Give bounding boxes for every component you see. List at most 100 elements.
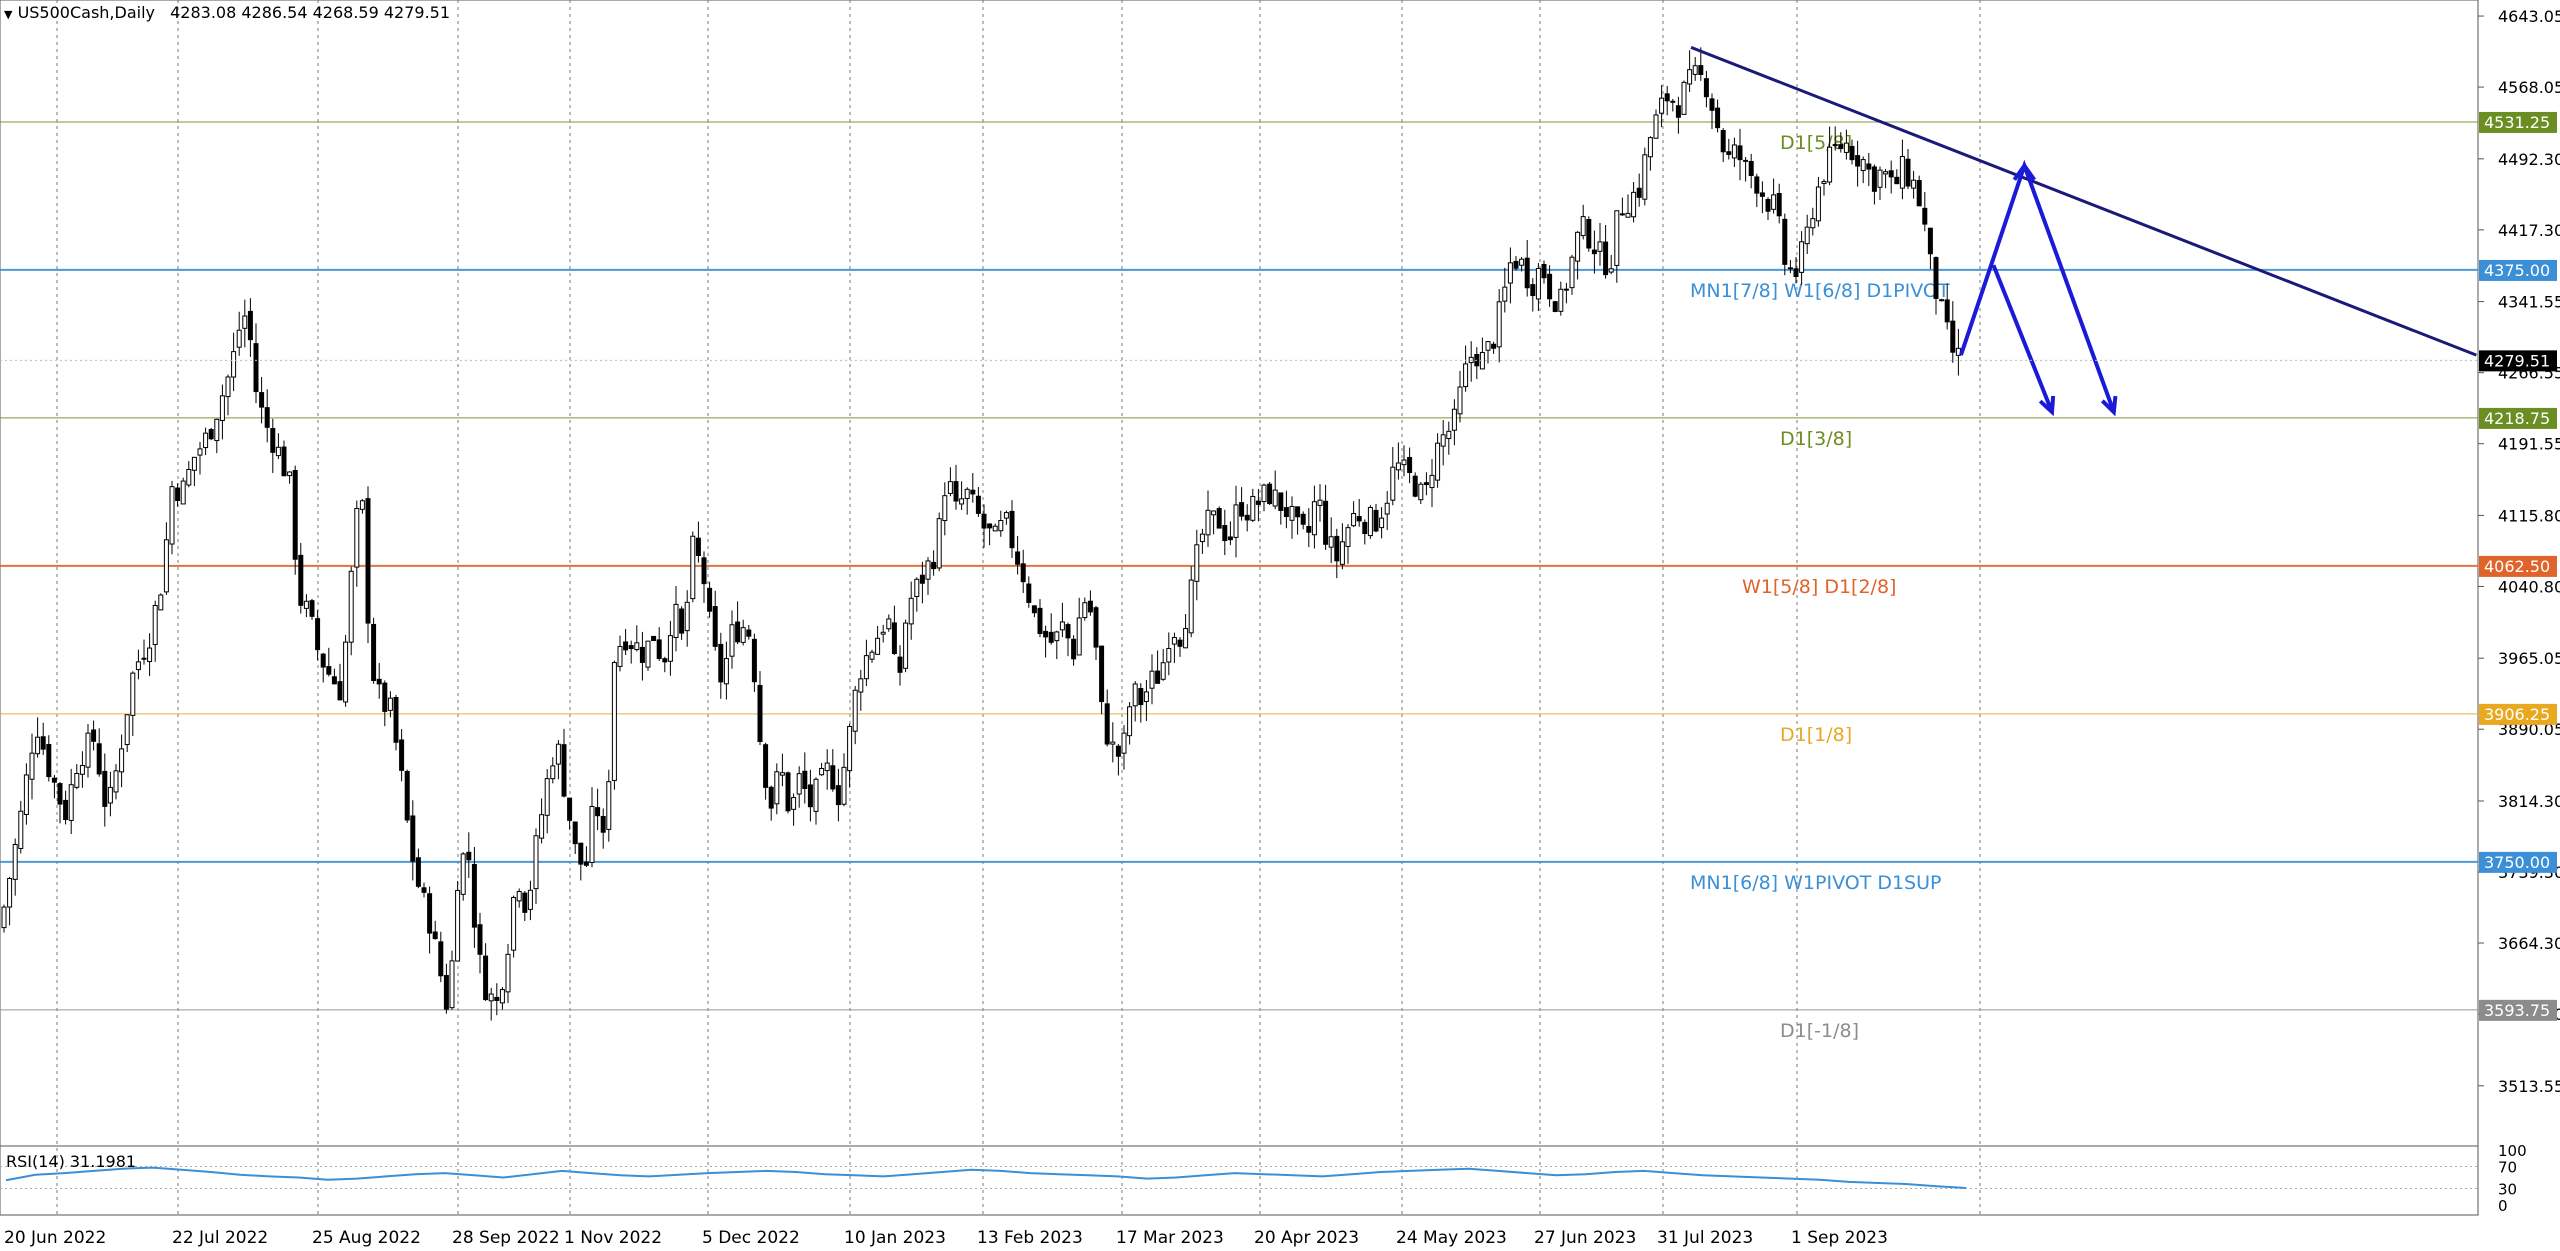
level-price-badge [2479, 111, 2557, 133]
candle-body [74, 772, 80, 788]
candle-body [1121, 732, 1127, 754]
candle-body [410, 815, 416, 862]
candle-body [931, 561, 937, 570]
collapse-triangle-icon[interactable]: ▼ [4, 8, 13, 21]
candle-body [443, 975, 449, 1010]
rsi-label: RSI(14) 31.1981 [6, 1152, 136, 1171]
candle-body [740, 627, 746, 643]
candle-body [539, 814, 545, 839]
candle-body [959, 498, 965, 505]
candle-body [1799, 241, 1805, 273]
candle-body [1412, 475, 1418, 497]
candle-body [600, 815, 606, 833]
candle-body [1026, 583, 1032, 603]
candle-body [449, 960, 455, 1009]
candle-body [914, 578, 920, 597]
forecast-peak-arrowhead [2012, 162, 2036, 181]
candle-body [315, 618, 321, 651]
price-tick-label: 4643.05 [2498, 7, 2560, 26]
candle-body [113, 770, 119, 793]
candle-body [757, 684, 763, 742]
candle-body [852, 689, 858, 732]
date-tick-label: 10 Jan 2023 [844, 1228, 946, 1248]
candle-body [1110, 741, 1116, 745]
candle-body [186, 468, 192, 486]
candle-body [1502, 286, 1508, 302]
level-label: W1[5/8] D1[2/8] [1742, 576, 1896, 598]
candle-body [119, 748, 125, 773]
candle-body [1059, 621, 1065, 631]
candle-body [522, 892, 528, 913]
candle-body [1334, 535, 1340, 562]
price-tick-label: 4417.30 [2498, 221, 2560, 240]
candle-body [936, 518, 942, 569]
candle-body [354, 507, 360, 568]
candle-body [695, 537, 701, 556]
candle-body [1188, 579, 1194, 634]
candle-body [544, 778, 550, 816]
candle-body [1, 906, 7, 929]
candle-body [947, 481, 953, 494]
candle-body [1446, 430, 1452, 440]
candle-body [1513, 260, 1519, 269]
candle-body [841, 766, 847, 805]
candle-body [992, 525, 998, 532]
candle-body [701, 557, 707, 585]
candle-body [1720, 130, 1726, 153]
candle-body [813, 778, 819, 812]
candle-body [527, 889, 533, 910]
candle-body [1535, 267, 1541, 300]
candle-body [1603, 241, 1609, 276]
candle-body [415, 857, 421, 887]
candle-body [1541, 264, 1547, 279]
price-tick-label: 4568.05 [2498, 78, 2560, 97]
candle-body [1692, 65, 1698, 75]
symbol-label: US500Cash,Daily [17, 3, 155, 22]
candle-body [309, 600, 315, 617]
candle-body [1659, 97, 1665, 114]
candle-body [1631, 191, 1637, 218]
candle-body [561, 744, 567, 797]
candle-body [981, 513, 987, 529]
level-price-badge [2479, 259, 2557, 281]
candle-body [1899, 155, 1905, 189]
candle-body [1244, 514, 1250, 521]
candle-body [477, 924, 483, 955]
candle-body [1866, 163, 1872, 170]
candle-body [1765, 199, 1771, 212]
current-price-label: 4279.51 [2484, 351, 2550, 370]
candle-body [763, 744, 769, 788]
price-tick-label: 3513.55 [2498, 1077, 2560, 1096]
candle-body [1339, 541, 1345, 565]
candle-body [152, 605, 158, 646]
candle-body [1401, 459, 1407, 466]
price-tick-label: 4115.80 [2498, 506, 2560, 525]
candle-body [1065, 624, 1071, 639]
candle-body [1787, 267, 1793, 270]
candle-body [1149, 670, 1155, 689]
date-tick-label: 1 Sep 2023 [1791, 1228, 1888, 1248]
candle-body [1278, 492, 1284, 511]
candle-body [1272, 489, 1278, 507]
candle-body [208, 429, 214, 440]
candle-body [1155, 670, 1161, 684]
candle-body [634, 642, 640, 651]
candle-body [819, 767, 825, 776]
candle-body [824, 762, 830, 772]
candle-body [1675, 105, 1681, 118]
candle-body [667, 635, 673, 662]
candle-body [326, 666, 332, 675]
candle-body [376, 678, 382, 685]
candle-body [107, 786, 113, 804]
candle-body [1300, 513, 1306, 525]
candle-body [1776, 193, 1782, 217]
candle-body [1379, 517, 1385, 529]
candle-body [1255, 500, 1261, 505]
candle-body [1849, 145, 1855, 161]
candle-body [863, 655, 869, 680]
candle-body [589, 806, 595, 863]
candle-body [1916, 179, 1922, 207]
candle-body [1726, 151, 1732, 155]
